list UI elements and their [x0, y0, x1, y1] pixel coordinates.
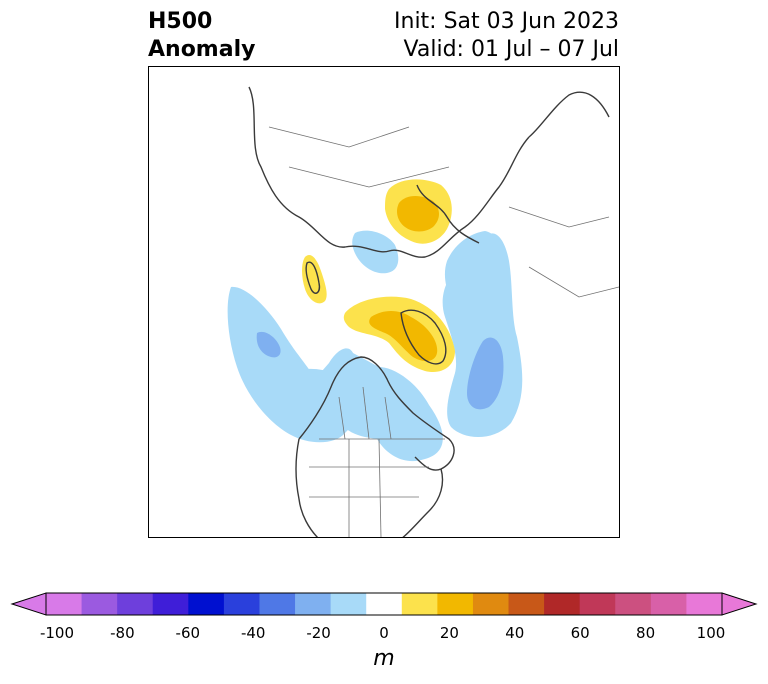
border-8 [378, 438, 382, 537]
colorbar-segment [579, 593, 616, 615]
colorbar-segment [295, 593, 332, 615]
map-panel [148, 66, 620, 538]
colorbar-tick-label: 0 [379, 624, 389, 642]
colorbar-segment [259, 593, 296, 615]
colorbar-tick-label: -80 [110, 624, 135, 642]
border-9 [268, 126, 410, 148]
border-2 [338, 396, 346, 440]
colorbar-segment [650, 593, 687, 615]
anomaly-blue-central [304, 368, 421, 441]
colorbar-segment [81, 593, 118, 615]
border-4 [384, 396, 392, 440]
colorbar-segment [152, 593, 189, 615]
coast-caspian [305, 261, 321, 294]
border-3 [362, 386, 370, 440]
colorbar-segment [472, 593, 510, 615]
title-line-1: H500 [148, 9, 213, 34]
title-line-2: Anomaly [148, 37, 256, 62]
anomaly-gold-scandinavia [397, 196, 439, 232]
anomaly-blue-core-east [467, 337, 504, 410]
anomaly-blue-core-west [256, 331, 281, 358]
coast-north-america [298, 356, 455, 471]
colorbar-segment [366, 593, 403, 615]
colorbar-segment [46, 593, 83, 615]
colorbar-segment [615, 593, 652, 615]
coast-us-west [295, 438, 319, 537]
anomaly-blue-europe [444, 231, 503, 314]
negative-anomalies [227, 230, 523, 462]
colorbar-tick-label: -100 [39, 624, 75, 642]
colorbar-segment [223, 593, 260, 615]
map-title: H500 Anomaly [148, 8, 255, 64]
colorbar-segment [437, 593, 474, 615]
map-dates: Init: Sat 03 Jun 2023 Valid: 01 Jul – 07… [394, 8, 619, 64]
anomaly-gold-greenland [369, 311, 438, 362]
valid-range: Valid: 01 Jul – 07 Jul [403, 37, 619, 62]
colorbar [10, 592, 758, 622]
colorbar-tick-label: -60 [175, 624, 201, 642]
colorbar-segment [188, 593, 225, 615]
init-date: Init: Sat 03 Jun 2023 [394, 9, 619, 34]
colorbar-tick-label: 100 [696, 624, 726, 642]
colorbar-segment [686, 593, 723, 615]
colorbar-ticks: -100 -80 -60 -40 -20 0 20 40 60 80 100 [0, 624, 768, 646]
coast-eurasia [248, 86, 530, 258]
colorbar-tick-label: 40 [505, 624, 525, 642]
colorbar-extend-high [721, 592, 758, 616]
colorbar-segment [401, 593, 438, 615]
colorbar-segment [544, 593, 581, 615]
colorbar-segment [330, 593, 367, 615]
coast-asia-east [528, 91, 610, 138]
colorbar-unit: m [373, 646, 395, 671]
positive-anomalies [302, 179, 455, 373]
border-12 [528, 266, 619, 298]
colorbar-tick-label: 80 [636, 624, 656, 642]
anomaly-map [227, 86, 619, 537]
coast-europe [416, 184, 480, 244]
anomaly-yellow-caspian [302, 254, 327, 304]
border-11 [508, 206, 610, 228]
colorbar-tick-label: -40 [240, 624, 266, 642]
anomaly-blue-siberia [352, 230, 399, 274]
border-10 [288, 166, 450, 188]
coastlines [248, 86, 610, 537]
colorbar-segment [117, 593, 154, 615]
colorbar-segment [508, 593, 545, 615]
colorbar-extend-low [10, 592, 47, 616]
colorbar-tick-label: 20 [439, 624, 459, 642]
colorbar-graphic [10, 592, 758, 616]
colorbar-outline [45, 592, 723, 616]
coast-greenland [400, 309, 447, 365]
borders [268, 126, 619, 537]
colorbar-tick-label: -20 [306, 624, 331, 642]
colorbar-tick-label: 60 [570, 624, 590, 642]
coast-us-east [402, 468, 444, 537]
